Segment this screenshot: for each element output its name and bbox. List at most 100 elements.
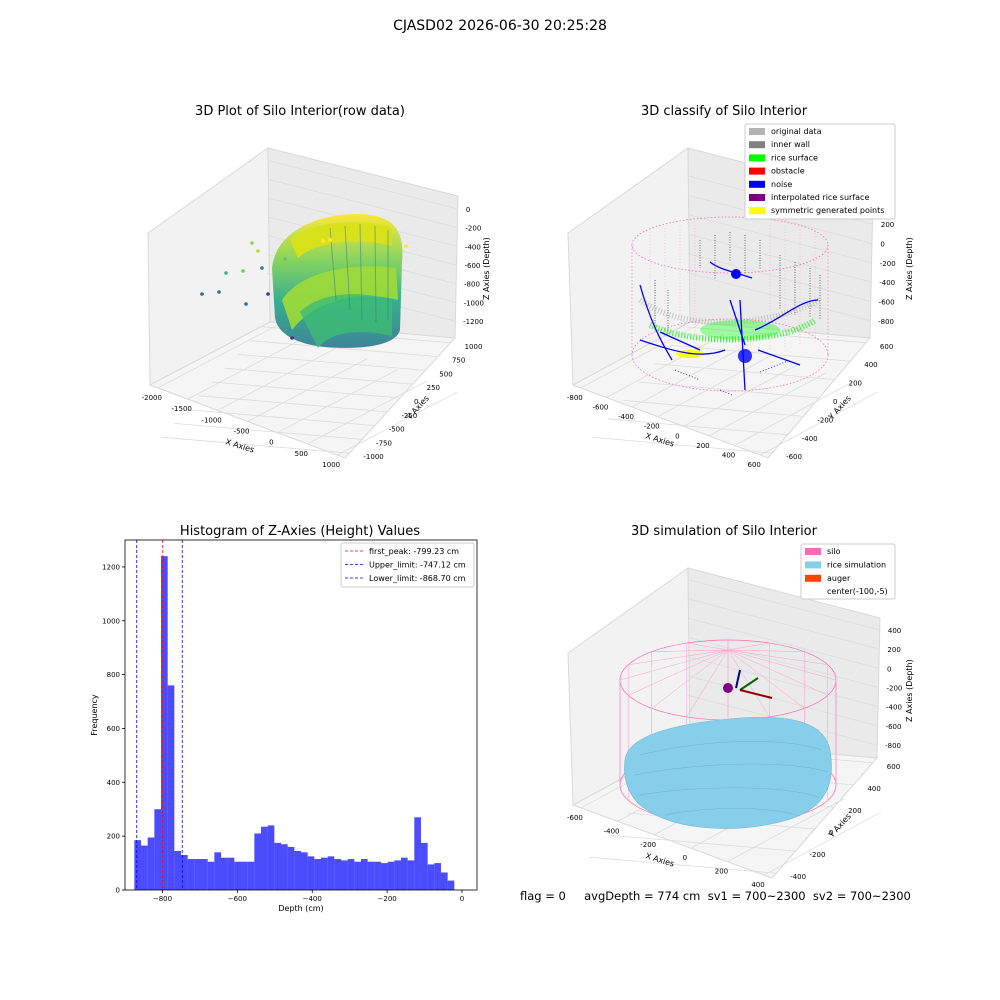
classify-x-tick: -200 <box>644 423 660 431</box>
raw-plot-title: 3D Plot of Silo Interior(row data) <box>195 104 405 119</box>
classify-y-tick: 0 <box>833 398 837 406</box>
simulation-z-tick: -200 <box>887 685 903 693</box>
histogram-bar <box>194 859 202 890</box>
classify-gridline <box>638 381 820 399</box>
classify-y-tick: 400 <box>864 361 877 369</box>
histogram-y-tick-label: 0 <box>116 887 120 895</box>
histogram-bar <box>174 850 182 890</box>
raw-3d-ticks: -2000-1500-1000-50005001000-1000-750-500… <box>142 206 484 469</box>
classify-gridline <box>606 334 724 398</box>
classify-legend-swatch <box>749 194 765 201</box>
simulation-z-tick: 0 <box>887 665 891 673</box>
classify-x-tick: 0 <box>675 432 679 440</box>
classify-legend-label: noise <box>771 180 792 189</box>
simulation-y-tick: -400 <box>790 873 806 881</box>
classify-y-tick: 600 <box>880 343 893 351</box>
histogram-bar <box>134 840 142 890</box>
histogram-bar <box>354 861 361 890</box>
silo-roof-rib <box>628 649 729 696</box>
simulation-x-tick: -400 <box>604 827 620 835</box>
raw-gridline <box>186 409 375 426</box>
histogram-legend-label: first_peak: -799.23 cm <box>369 547 459 556</box>
auger-marker <box>723 669 773 699</box>
raw-x-tick: -500 <box>234 428 250 436</box>
histogram-bar <box>221 857 228 890</box>
histogram-bar <box>360 859 368 890</box>
simulation-x-axis-label: X Axies <box>644 851 675 868</box>
histogram-x-axis-label: Depth (cm) <box>278 904 323 913</box>
raw-y-tick: 1000 <box>465 343 483 351</box>
classify-z-tick: 0 <box>880 241 884 249</box>
silo-roof-rib <box>727 649 828 696</box>
classify-z-tick: -400 <box>879 279 895 287</box>
histogram-bar <box>167 685 175 890</box>
raw-gridline <box>307 380 428 445</box>
classify-gridline <box>687 272 871 322</box>
histogram-title: Histogram of Z-Axies (Height) Values <box>179 524 421 539</box>
classify-gridline <box>760 391 878 456</box>
histogram-bar <box>447 880 455 890</box>
histogram-y-tick-label: 1000 <box>102 617 120 625</box>
silo-roof-rib <box>727 649 837 681</box>
histogram-bar <box>287 846 295 890</box>
simulation-plot-title: 3D simulation of Silo Interior <box>631 524 817 539</box>
simulation-legend-swatch <box>805 548 821 555</box>
silo-roof-rib <box>727 649 805 709</box>
classify-legend-label: obstacle <box>771 167 805 176</box>
histogram-y-tick-label: 800 <box>107 671 120 679</box>
histogram-bar <box>440 872 448 890</box>
raw-z-tick: -400 <box>465 243 481 251</box>
histogram-y-tick-label: 600 <box>107 725 120 733</box>
raw-gridline <box>174 423 363 440</box>
histogram-bar <box>414 817 421 890</box>
raw-z-axis-label: Z Axies (Depth) <box>482 237 491 300</box>
classify-x-tick: -800 <box>567 394 583 402</box>
simulation-gridline <box>687 656 879 708</box>
simulation-z-tick: 200 <box>887 646 900 654</box>
raw-gridline <box>269 179 458 228</box>
classify-y-tick: -400 <box>802 435 818 443</box>
figure-title: CJASD02 2026-06-30 20:25:28 <box>393 18 607 34</box>
raw-x-tick: 0 <box>269 439 273 447</box>
silo-roof-rib <box>686 649 729 718</box>
raw-z-tick: 0 <box>466 206 470 214</box>
simulation-z-tick: -600 <box>886 723 902 731</box>
raw-y-tick: -750 <box>376 439 392 447</box>
histogram-bar <box>347 859 355 890</box>
classify-legend-label: inner wall <box>771 140 810 149</box>
classify-gridline <box>734 382 852 446</box>
silo-roof-rib <box>686 642 729 651</box>
simulation-legend-label: center(-100,-5) <box>827 587 888 596</box>
classify-gridline <box>685 326 866 344</box>
simulation-x-tick: -200 <box>640 841 656 849</box>
histogram-bar <box>394 860 401 890</box>
simulation-gridline <box>608 834 796 852</box>
raw-gridline <box>269 160 458 210</box>
raw-gridline <box>337 391 458 456</box>
raw-z-tick: -1200 <box>463 318 483 326</box>
classify-z-tick: -800 <box>878 318 894 326</box>
classify-legend-label: interpolated rice surface <box>771 193 869 202</box>
classify-legend-label: original data <box>771 127 822 136</box>
raw-gridline <box>187 335 308 400</box>
classify-3d-ticks: -800 -600 -400 -200 0 200 400 600 -600 -400 -200 0 2… <box>567 221 896 469</box>
histogram-bar <box>434 863 441 890</box>
classify-gridline <box>687 253 871 302</box>
histogram-bar <box>320 857 328 890</box>
histogram-bar <box>374 861 381 890</box>
histogram-axes-frame <box>124 539 478 891</box>
simulation-x-tick: 400 <box>751 881 764 889</box>
status-footer: flag = 0 avgDepth = 774 cm sv1 = 700~230… <box>520 889 911 903</box>
histogram-bar <box>380 863 388 890</box>
histogram-bar <box>327 856 335 890</box>
histogram-bar <box>187 859 195 890</box>
raw-z-tick: -1000 <box>464 299 484 307</box>
simulation-gridline <box>688 617 880 669</box>
raw-gridline <box>157 324 278 389</box>
classify-x-tick: -400 <box>618 413 634 421</box>
raw-y-tick: 750 <box>452 357 465 365</box>
histogram-bar <box>314 859 321 890</box>
simulation-legend-label: rice simulation <box>827 560 886 569</box>
raw-z-tick: -800 <box>464 281 480 289</box>
classify-legend-label: rice surface <box>771 153 818 162</box>
